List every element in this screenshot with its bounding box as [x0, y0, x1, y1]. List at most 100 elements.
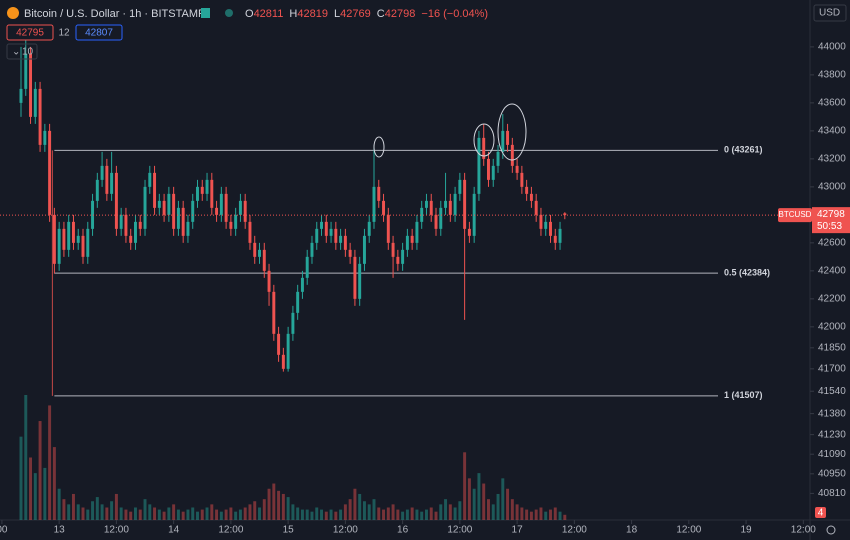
volume-bar [534, 509, 538, 520]
candle-body [339, 235, 343, 243]
symbol-title[interactable]: Bitcoin / U.S. Dollar · 1h · BITSTAMP [24, 8, 205, 20]
volume-bar [19, 436, 23, 520]
ohlc: O42811 H42819 L42769 C42798 −16 (−0.04%) [245, 8, 488, 20]
volume-bar [315, 507, 319, 520]
candle-body [248, 221, 252, 243]
candle-body [382, 200, 386, 215]
y-tick-label: 41540 [818, 386, 846, 397]
volume-bar [458, 501, 462, 520]
volume-bar [52, 447, 56, 520]
annotation-circle [473, 123, 495, 157]
volume-bar [86, 509, 90, 520]
candle-body [148, 172, 152, 187]
candle-body [191, 200, 195, 222]
symbol-label: BTCUSD [779, 210, 812, 219]
candle-body [138, 221, 142, 229]
countdown: 50:53 [817, 221, 842, 232]
volume-bar [24, 395, 28, 520]
volume-bar [405, 509, 409, 520]
candle-body [62, 228, 66, 250]
settings-icon[interactable] [826, 525, 836, 535]
ohlc-key: O [245, 8, 254, 20]
candle-body [506, 130, 510, 145]
candle-body [324, 221, 328, 236]
volume-bar [448, 504, 452, 520]
volume-bar [372, 499, 376, 520]
candle-body [320, 221, 323, 229]
volume-bar [348, 499, 352, 520]
candle-body [176, 207, 180, 229]
volume-bar [105, 507, 109, 520]
volume-bar [529, 511, 533, 520]
indicators-toggle[interactable] [6, 43, 38, 60]
volume-bar [434, 511, 438, 520]
x-tick-label: 12:00 [791, 525, 816, 536]
volume-bar [148, 504, 152, 520]
y-tick-label: 41090 [818, 449, 846, 460]
volume-bar [76, 504, 80, 520]
volume-bar [453, 507, 457, 520]
bid-box[interactable] [6, 24, 54, 41]
candle-body [181, 207, 185, 236]
volume-bar [219, 511, 223, 520]
x-tick-label: 12:00 [333, 525, 358, 536]
candle-body [124, 214, 128, 236]
volume-bar [391, 504, 395, 520]
volume-bar [310, 511, 314, 520]
volume-bar [114, 493, 118, 520]
volume-bar [181, 511, 185, 520]
candle-body [29, 53, 33, 117]
volume-bar [487, 499, 490, 520]
x-tick-label: 12:00 [447, 525, 472, 536]
ohlc-value: 42769 [340, 8, 371, 20]
y-tick-label: 42400 [818, 265, 846, 276]
x-tick-label: 18 [626, 525, 638, 536]
candle-body [52, 214, 56, 264]
candle-body [224, 193, 228, 222]
currency-button[interactable] [813, 4, 847, 22]
candle-body [219, 193, 223, 215]
volume-bar [563, 514, 567, 520]
volume-bar [477, 473, 481, 520]
candle-body [143, 186, 147, 229]
candle-body [19, 88, 23, 103]
volume-bar [472, 488, 476, 520]
candle-body [196, 186, 199, 201]
ask-box[interactable] [75, 24, 123, 41]
candle-body [215, 207, 219, 215]
candle-body [205, 179, 209, 194]
candle-body [396, 256, 400, 264]
symbol-label-box [778, 208, 812, 223]
x-tick-label: 12:00 [676, 525, 701, 536]
volume-bar [272, 483, 276, 520]
candle-body [162, 200, 166, 215]
header: Bitcoin / U.S. Dollar · 1h · BITSTAMP O4… [6, 7, 488, 60]
candle-body [153, 172, 157, 208]
volume-bar [38, 421, 42, 520]
candle-body [367, 221, 371, 236]
candle-body [262, 249, 266, 271]
volume-bar [549, 509, 552, 520]
candle-body [439, 207, 443, 229]
volume-bar [238, 509, 242, 520]
ohlc-key: C [377, 8, 385, 20]
volume-bar [234, 511, 238, 520]
volume-bar [248, 504, 252, 520]
volume-bar [558, 511, 562, 520]
volume-bar [57, 488, 61, 520]
volume-bar [539, 507, 543, 520]
annotation-circle [373, 136, 385, 158]
candle-body [372, 186, 376, 222]
candle-body [95, 179, 99, 201]
volume-bar [510, 499, 514, 520]
volume-bar [196, 511, 199, 520]
candle-body [291, 312, 295, 334]
y-tick-label: 44000 [818, 42, 846, 53]
y-tick-label: 42600 [818, 237, 846, 248]
volume-bar [124, 509, 128, 520]
volume-bar [33, 473, 37, 520]
y-tick-label: 43400 [818, 126, 846, 137]
alerts-badge-box[interactable] [815, 507, 826, 518]
y-tick-label: 42000 [818, 321, 846, 332]
